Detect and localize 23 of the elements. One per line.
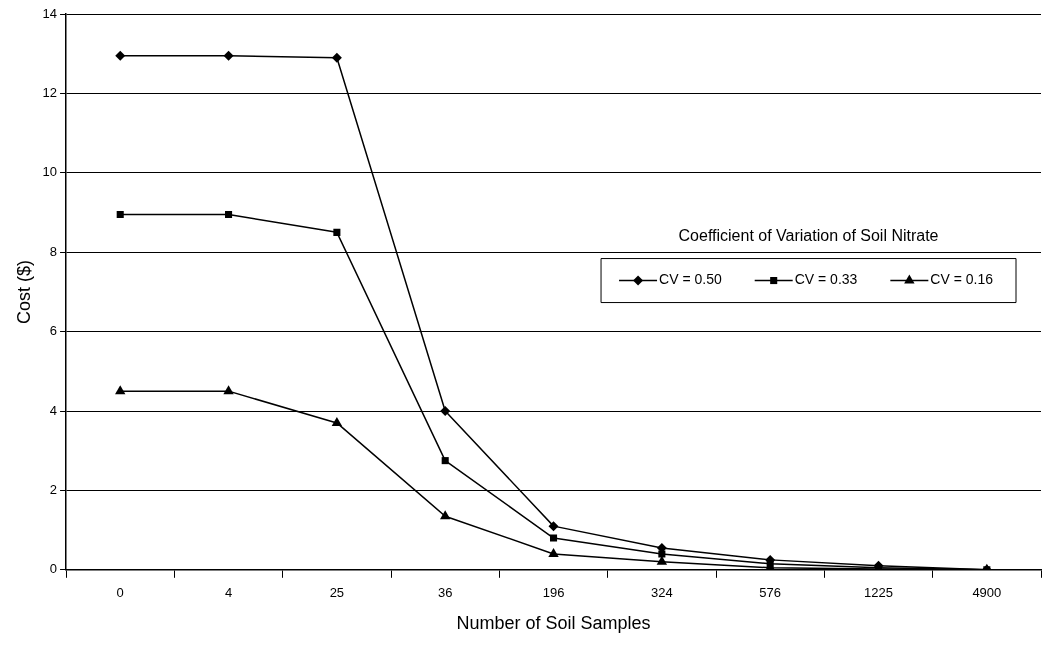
y-tick-label: 10 [42,164,58,180]
legend-label: CV = 0.50 [659,271,722,288]
y-tick-label: 4 [49,402,58,418]
x-axis-title: Number of Soil Samples [456,613,651,634]
y-tick-label: 2 [49,481,58,497]
x-tick-label: 25 [329,585,345,601]
y-tick-label: 14 [42,5,58,21]
x-tick-label: 576 [759,585,782,601]
y-tick-label: 0 [49,561,58,577]
x-tick-label: 4 [224,585,233,601]
y-tick-label: 8 [49,243,58,259]
x-tick-label: 0 [116,585,124,601]
x-tick-label: 196 [542,585,565,601]
x-tick-label: 324 [651,585,673,601]
legend-label: CV = 0.33 [794,271,858,288]
x-tick-label: 36 [437,585,453,601]
y-tick-label: 6 [49,323,58,339]
x-tick-label: 4900 [972,585,1002,601]
y-tick-label: 12 [42,84,58,100]
y-axis-title: Cost ($) [13,259,34,324]
x-tick-label: 1225 [864,585,893,601]
legend-label: CV = 0.16 [930,271,994,288]
legend-title: Coefficient of Variation of Soil Nitrate [678,226,939,244]
